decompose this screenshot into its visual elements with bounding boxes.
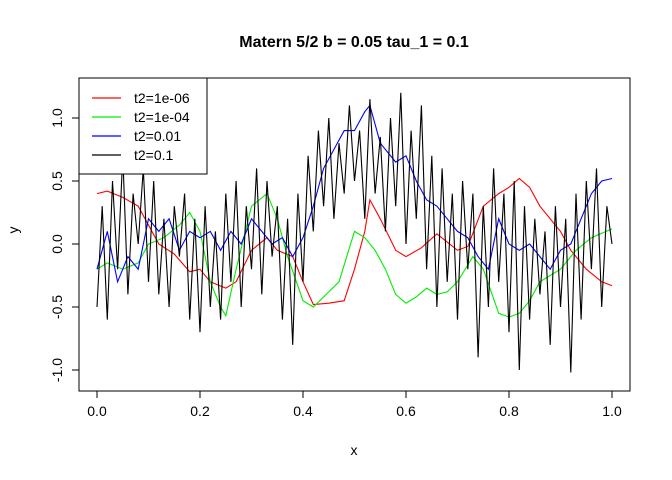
series-line-1 bbox=[96, 177, 613, 306]
legend: t2=1e-06 t2=1e-04 t2=0.01 t2=0.1 bbox=[78, 77, 208, 175]
legend-label-3: t2=0.01 bbox=[134, 128, 181, 144]
x-axis-label: x bbox=[351, 442, 358, 458]
series-line-4 bbox=[96, 92, 613, 373]
y-tick-label: 0.5 bbox=[49, 171, 65, 191]
legend-box bbox=[78, 77, 208, 175]
y-axis-label: y bbox=[5, 227, 21, 234]
x-axis: 0.0 0.2 0.4 0.6 0.8 1.0 bbox=[87, 390, 622, 419]
y-tick-label: 1.0 bbox=[49, 108, 65, 128]
legend-label-1: t2=1e-06 bbox=[134, 90, 190, 106]
legend-label-2: t2=1e-04 bbox=[134, 109, 190, 125]
x-tick-label: 0.4 bbox=[293, 403, 313, 419]
x-tick-label: 0.8 bbox=[499, 403, 519, 419]
y-tick-label: -0.5 bbox=[49, 295, 65, 319]
legend-label-4: t2=0.1 bbox=[134, 147, 174, 163]
x-tick-label: 0.0 bbox=[87, 403, 107, 419]
x-tick-label: 0.6 bbox=[396, 403, 416, 419]
y-tick-label: -1.0 bbox=[49, 358, 65, 382]
x-tick-label: 0.2 bbox=[190, 403, 210, 419]
series-group bbox=[96, 92, 613, 373]
y-axis: -1.0 -0.5 0.0 0.5 1.0 bbox=[49, 108, 80, 382]
chart-title: Matern 5/2 b = 0.05 tau_1 = 0.1 bbox=[239, 34, 469, 51]
y-tick-label: 0.0 bbox=[49, 234, 65, 254]
x-tick-label: 1.0 bbox=[602, 403, 622, 419]
